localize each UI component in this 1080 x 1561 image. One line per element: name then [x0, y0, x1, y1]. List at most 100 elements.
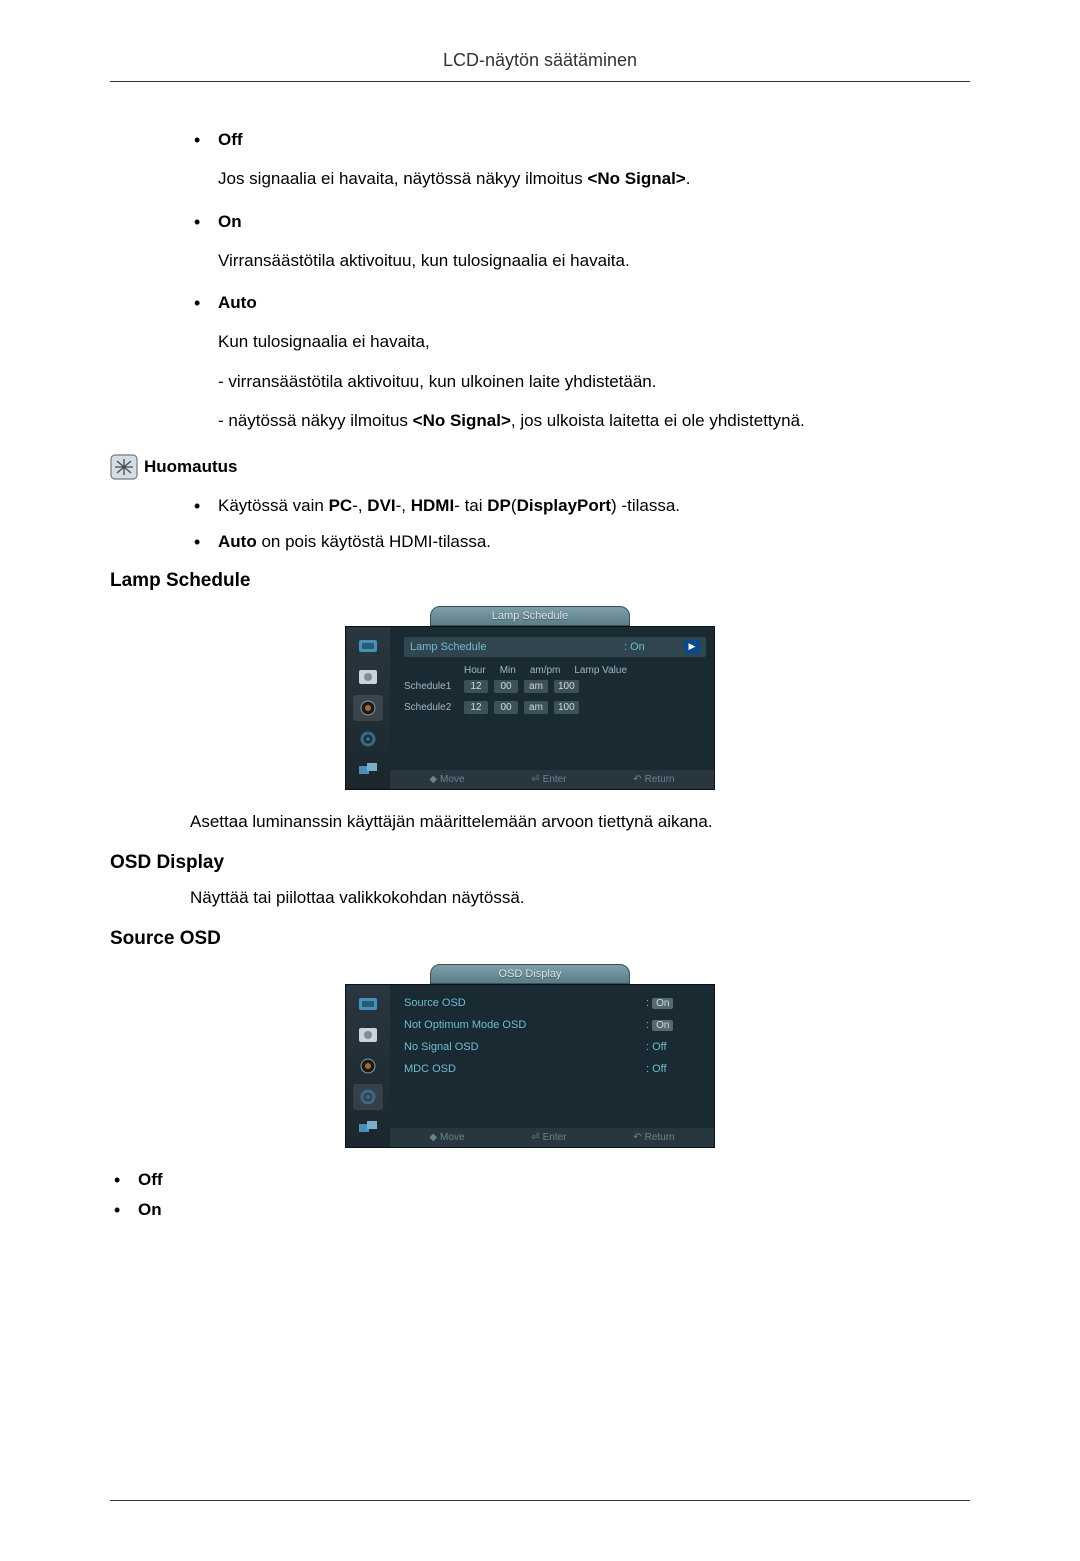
osd-sidebar — [346, 627, 390, 789]
text: Käytössä vain — [218, 496, 329, 515]
sched-lamp: 100 — [554, 680, 579, 693]
text: Move — [440, 1132, 464, 1143]
osd-main: Lamp Schedule : On ▶ Hour Min am/pm Lamp… — [390, 627, 714, 789]
side-icon-input — [353, 633, 383, 659]
osd-row-nosignal: No Signal OSD : Off — [404, 1039, 706, 1055]
option-on-2: On — [110, 1200, 950, 1220]
divider-bottom — [110, 1500, 970, 1501]
osd-body: Lamp Schedule : On ▶ Hour Min am/pm Lamp… — [345, 626, 715, 790]
foot-move: ◆ Move — [429, 1132, 464, 1143]
page: LCD-näytön säätäminen Off Jos signaalia … — [0, 0, 1080, 1561]
side-icon-input — [353, 991, 383, 1017]
text: . — [686, 169, 691, 188]
sched-lamp: 100 — [554, 701, 579, 714]
option-auto-d2: - virransäästötila aktivoituu, kun ulkoi… — [218, 369, 950, 395]
section-source-osd: Source OSD — [110, 928, 950, 950]
col-ampm: am/pm — [530, 665, 561, 676]
text: ) -tilassa. — [611, 496, 680, 515]
sched-hour: 12 — [464, 680, 488, 693]
no-signal-bold: <No Signal> — [413, 411, 511, 430]
b: DisplayPort — [517, 496, 611, 515]
val-hl: On — [652, 998, 673, 1009]
val: : Off — [646, 1063, 706, 1075]
side-icon-multi — [353, 757, 383, 783]
sched-hour: 12 — [464, 701, 488, 714]
note-item-2: Auto on pois käytöstä HDMI-tilassa. — [190, 532, 950, 552]
osd-schedule-header: Hour Min am/pm Lamp Value — [404, 665, 706, 676]
osd-body: Source OSD : On Not Optimum Mode OSD : O… — [345, 984, 715, 1148]
option-auto-d3: - näytössä näkyy ilmoitus <No Signal>, j… — [218, 408, 950, 434]
text: Return — [645, 1132, 675, 1143]
text: Enter — [543, 1132, 567, 1143]
divider-top — [110, 81, 970, 82]
body-content: Off Jos signaalia ei havaita, näytössä n… — [110, 130, 970, 1220]
label: MDC OSD — [404, 1063, 646, 1075]
label: Not Optimum Mode OSD — [404, 1019, 646, 1031]
arrow-right-icon: ▶ — [684, 640, 700, 654]
b: DVI — [367, 496, 395, 515]
foot-return: ↶ Return — [633, 1132, 674, 1143]
b: HDMI — [411, 496, 454, 515]
option-off-desc: Jos signaalia ei havaita, näytössä näkyy… — [218, 166, 950, 192]
foot-enter: ⏎ Enter — [531, 774, 566, 785]
option-auto-d1: Kun tulosignaalia ei havaita, — [218, 329, 950, 355]
col-lamp: Lamp Value — [574, 665, 627, 676]
label: On — [138, 1200, 950, 1220]
option-list: Off Jos signaalia ei havaita, näytössä n… — [190, 130, 950, 434]
osd-sidebar — [346, 985, 390, 1147]
osd-tab-title: Lamp Schedule — [430, 606, 630, 626]
osd-footer: ◆ Move ⏎ Enter ↶ Return — [390, 1128, 714, 1147]
text: on pois käytöstä HDMI-tilassa. — [257, 532, 491, 551]
text: -, — [352, 496, 367, 515]
option-off-2: Off — [110, 1170, 950, 1190]
sched-ampm: am — [524, 680, 548, 693]
b: DP — [487, 496, 511, 515]
option-on-desc: Virransäästötila aktivoituu, kun tulosig… — [218, 248, 950, 274]
option-auto: Auto Kun tulosignaalia ei havaita, - vir… — [190, 293, 950, 434]
text: - näytössä näkyy ilmoitus — [218, 411, 413, 430]
text: Enter — [543, 774, 567, 785]
osd-row-label: Lamp Schedule — [410, 641, 624, 653]
option-on: On Virransäästötila aktivoituu, kun tulo… — [190, 212, 950, 274]
sched-min: 00 — [494, 701, 518, 714]
side-icon-setup — [353, 1084, 383, 1110]
b: PC — [329, 496, 353, 515]
osd-row-value: : On — [624, 641, 684, 653]
side-icon-picture — [353, 1022, 383, 1048]
osd-lamp-schedule: Lamp Schedule Lamp Schedule : On ▶ — [345, 606, 715, 790]
sched-label: Schedule1 — [404, 681, 458, 692]
sched-ampm: am — [524, 701, 548, 714]
osd-row-notopt: Not Optimum Mode OSD : On — [404, 1017, 706, 1033]
header-title: LCD-näytön säätäminen — [110, 50, 970, 71]
side-icon-time — [353, 1053, 383, 1079]
side-icon-time — [353, 695, 383, 721]
no-signal-bold: <No Signal> — [587, 169, 685, 188]
sched-min: 00 — [494, 680, 518, 693]
col-hour: Hour — [464, 665, 486, 676]
osd-display-desc: Näyttää tai piilottaa valikkokohdan näyt… — [190, 888, 950, 908]
foot-return: ↶ Return — [633, 774, 674, 785]
osd-tab-title: OSD Display — [430, 964, 630, 984]
osd-main: Source OSD : On Not Optimum Mode OSD : O… — [390, 985, 714, 1147]
side-icon-setup — [353, 726, 383, 752]
foot-move: ◆ Move — [429, 774, 464, 785]
side-icon-multi — [353, 1115, 383, 1141]
col-min: Min — [500, 665, 516, 676]
foot-enter: ⏎ Enter — [531, 1132, 566, 1143]
val: : On — [646, 1019, 706, 1031]
note-title: Huomautus — [144, 457, 238, 477]
option-on-label: On — [218, 212, 950, 232]
note-icon — [110, 454, 138, 480]
option-off: Off Jos signaalia ei havaita, näytössä n… — [190, 130, 950, 192]
note-row: Huomautus — [110, 454, 950, 480]
text: Return — [645, 774, 675, 785]
val: : On — [646, 997, 706, 1009]
option-off-label: Off — [218, 130, 950, 150]
note-list: Käytössä vain PC-, DVI-, HDMI- tai DP(Di… — [110, 496, 950, 552]
osd-row-mdc: MDC OSD : Off — [404, 1061, 706, 1077]
b: Auto — [218, 532, 257, 551]
text: -, — [396, 496, 411, 515]
note-item-1: Käytössä vain PC-, DVI-, HDMI- tai DP(Di… — [190, 496, 950, 516]
option-auto-label: Auto — [218, 293, 950, 313]
sched-label: Schedule2 — [404, 702, 458, 713]
